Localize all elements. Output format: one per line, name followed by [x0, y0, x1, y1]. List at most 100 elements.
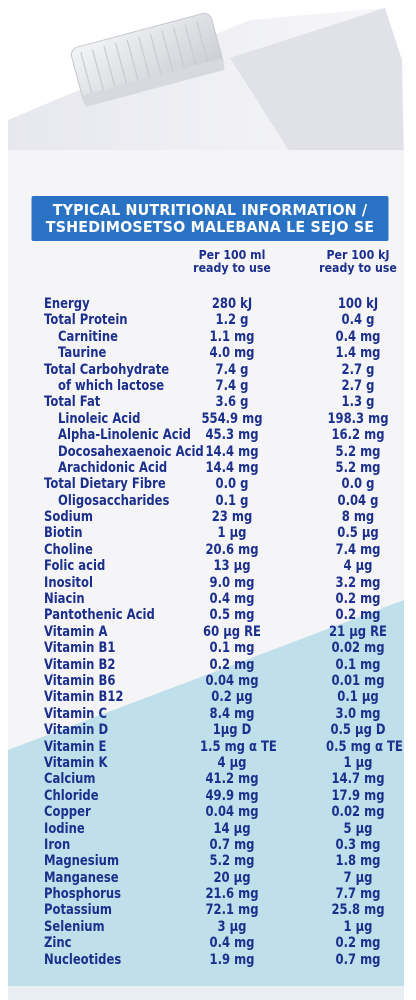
value-per-100kj: 0.02 mg: [331, 804, 385, 821]
nutrient-row: Iodine 14 µg 5 µg: [16, 821, 404, 837]
nutrition-panel: TYPICAL NUTRITIONAL INFORMATION / TSHEDI…: [16, 196, 404, 968]
nutrient-row: Vitamin B6 0.04 mg 0.01 mg: [16, 673, 404, 689]
nutrient-label: Niacin: [44, 591, 85, 608]
nutrient-row: of which lactose 7.4 g 2.7 g: [16, 378, 404, 394]
value-per-100ml: 1.1 mg: [209, 328, 255, 345]
value-per-100kj: 2.7 g: [341, 377, 375, 394]
value-per-100kj: 25.8 mg: [331, 902, 385, 919]
value-per-100ml: 0.1 g: [215, 492, 249, 509]
nutrient-row: Choline 20.6 mg 7.4 mg: [16, 542, 404, 558]
value-per-100kj: 3.0 mg: [335, 705, 381, 722]
value-per-100kj: 2.7 g: [341, 361, 375, 378]
nutrient-row: Energy 280 kJ 100 kJ: [16, 296, 404, 312]
nutrient-label: Oligosaccharides: [58, 492, 170, 509]
value-per-100ml: 0.0 g: [215, 476, 249, 493]
nutrient-row: Pantothenic Acid 0.5 mg 0.2 mg: [16, 607, 404, 623]
nutrient-row: Zinc 0.4 mg 0.2 mg: [16, 935, 404, 951]
value-per-100kj: 21 µg RE: [329, 623, 387, 640]
value-per-100kj: 17.9 mg: [331, 787, 385, 804]
nutrient-label: Total Protein: [44, 312, 128, 329]
nutrient-label: Inositol: [44, 574, 93, 591]
nutrient-label: Energy: [44, 296, 90, 312]
nutrient-label: Calcium: [44, 771, 96, 788]
nutrient-label: Vitamin D: [44, 722, 109, 739]
value-per-100kj: 5.2 mg: [335, 459, 381, 476]
nutrient-row: Alpha-Linolenic Acid 45.3 mg 16.2 mg: [16, 427, 404, 443]
nutrient-label: Vitamin E: [44, 738, 107, 755]
nutrient-row: Vitamin B12 0.2 µg 0.1 µg: [16, 689, 404, 705]
value-per-100kj: 0.4 g: [341, 312, 375, 329]
nutrient-row: Folic acid 13 µg 4 µg: [16, 558, 404, 574]
value-per-100ml: 0.5 mg: [209, 607, 255, 624]
column-headers: Per 100 ml ready to use Per 100 kJ ready…: [16, 248, 404, 298]
value-per-100ml: 280 kJ: [211, 296, 253, 312]
value-per-100ml: 60 µg RE: [203, 623, 261, 640]
value-per-100kj: 16.2 mg: [331, 427, 385, 444]
nutrient-label: Phosphorus: [44, 886, 122, 903]
nutrient-label: Potassium: [44, 902, 112, 919]
header-line-1: TYPICAL NUTRITIONAL INFORMATION /: [52, 201, 368, 219]
value-per-100kj: 1 µg: [343, 754, 373, 771]
nutrient-row: Nucleotides 1.9 mg 0.7 mg: [16, 952, 404, 968]
nutrient-row: Arachidonic Acid 14.4 mg 5.2 mg: [16, 460, 404, 476]
nutrient-row: Potassium 72.1 mg 25.8 mg: [16, 902, 404, 918]
nutrient-row: Magnesium 5.2 mg 1.8 mg: [16, 853, 404, 869]
nutrient-row: Taurine 4.0 mg 1.4 mg: [16, 345, 404, 361]
nutrient-label: Choline: [44, 541, 93, 558]
value-per-100ml: 72.1 mg: [205, 902, 259, 919]
value-per-100kj: 1 µg: [343, 918, 373, 935]
value-per-100ml: 0.7 mg: [209, 836, 255, 853]
header-line-2: TSHEDIMOSETSO MALEBANA LE SEJO SE: [45, 218, 375, 236]
nutrient-row: Total Protein 1.2 g 0.4 g: [16, 312, 404, 328]
nutrient-label: Carnitine: [58, 328, 118, 345]
value-per-100kj: 1.3 g: [341, 394, 375, 411]
column-header-per-100ml: Per 100 ml ready to use: [193, 247, 271, 275]
nutrient-row: Copper 0.04 mg 0.02 mg: [16, 804, 404, 820]
value-per-100ml: 14.4 mg: [205, 459, 259, 476]
value-per-100ml: 14 µg: [213, 820, 251, 837]
value-per-100ml: 0.1 mg: [209, 640, 255, 657]
nutrient-label: Vitamin A: [44, 623, 108, 640]
value-per-100ml: 1.9 mg: [209, 951, 255, 968]
nutrient-row: Vitamin A 60 µg RE 21 µg RE: [16, 624, 404, 640]
nutrient-label: Magnesium: [44, 853, 120, 870]
nutrient-label: Alpha-Linolenic Acid: [58, 427, 191, 444]
nutrient-label: Iron: [44, 836, 71, 853]
value-per-100kj: 0.5 mg α TE: [326, 738, 403, 755]
value-per-100kj: 14.7 mg: [331, 771, 385, 788]
nutrient-label: Vitamin B6: [44, 672, 116, 689]
value-per-100kj: 0.2 mg: [335, 591, 381, 608]
nutrient-label: Total Carbohydrate: [44, 361, 170, 378]
value-per-100ml: 13 µg: [213, 558, 251, 575]
nutrient-row: Selenium 3 µg 1 µg: [16, 919, 404, 935]
nutrition-rows: Energy 280 kJ 100 kJ Total Protein 1.2 g 0.4 …: [16, 296, 404, 968]
value-per-100kj: 7.7 mg: [335, 886, 381, 903]
value-per-100kj: 0.2 mg: [335, 607, 381, 624]
value-per-100ml: 1µg D: [212, 722, 252, 739]
nutrient-row: Carnitine 1.1 mg 0.4 mg: [16, 329, 404, 345]
value-per-100ml: 1.2 g: [215, 312, 249, 329]
nutrient-row: Vitamin B2 0.2 mg 0.1 mg: [16, 657, 404, 673]
nutrient-row: Chloride 49.9 mg 17.9 mg: [16, 788, 404, 804]
value-per-100kj: 1.4 mg: [335, 345, 381, 362]
carton-blue-panel: [8, 600, 404, 990]
value-per-100kj: 5 µg: [343, 820, 373, 837]
value-per-100ml: 0.4 mg: [209, 935, 255, 952]
value-per-100kj: 100 kJ: [337, 296, 379, 312]
value-per-100ml: 41.2 mg: [205, 771, 259, 788]
carton-base: [8, 986, 404, 1000]
value-per-100ml: 1.5 mg α TE: [200, 738, 277, 755]
value-per-100ml: 45.3 mg: [205, 427, 259, 444]
value-per-100ml: 20 µg: [213, 869, 251, 886]
value-per-100ml: 20.6 mg: [205, 541, 259, 558]
nutrient-row: Niacin 0.4 mg 0.2 mg: [16, 591, 404, 607]
value-per-100kj: 0.01 mg: [331, 672, 385, 689]
value-per-100ml: 4.0 mg: [209, 345, 255, 362]
nutrient-label: Vitamin B1: [44, 640, 116, 657]
nutrient-row: Sodium 23 mg 8 mg: [16, 509, 404, 525]
nutrient-label: Selenium: [44, 918, 105, 935]
nutrient-row: Biotin 1 µg 0.5 µg: [16, 525, 404, 541]
value-per-100kj: 1.8 mg: [335, 853, 381, 870]
